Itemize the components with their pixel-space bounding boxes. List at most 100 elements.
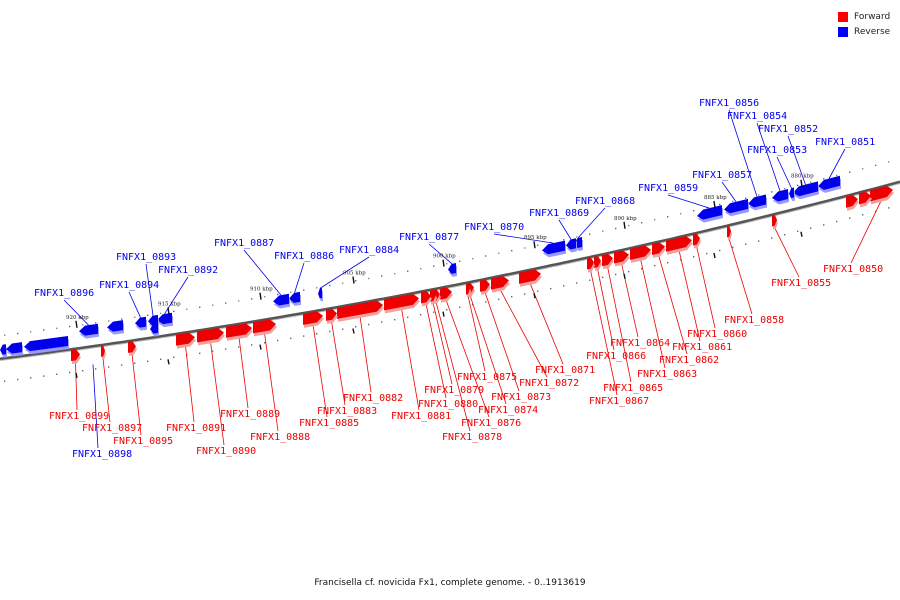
gene-FNFX1_0882[interactable] [337, 300, 383, 319]
gene-label-FNFX1_0880[interactable]: FNFX1_0880 [418, 399, 478, 410]
gene-label-FNFX1_0870[interactable]: FNFX1_0870 [464, 222, 524, 233]
gene-label-FNFX1_0889[interactable]: FNFX1_0889 [220, 409, 280, 420]
gene-label-FNFX1_0892[interactable]: FNFX1_0892 [158, 265, 218, 276]
gene-FNFX1_0890[interactable] [197, 328, 224, 343]
gene-FNFX1_0866[interactable] [594, 256, 601, 268]
gene-label-FNFX1_0867[interactable]: FNFX1_0867 [589, 396, 649, 407]
gene-FNFX1_0851[interactable] [818, 175, 840, 190]
gene-FNFX1_0898[interactable] [107, 320, 123, 332]
gene-label-FNFX1_0895[interactable]: FNFX1_0895 [113, 436, 173, 447]
gene-FNFX1_0862[interactable] [652, 242, 665, 255]
gene-FNFX1_0895[interactable] [128, 341, 136, 353]
gene-label-FNFX1_0868[interactable]: FNFX1_0868 [575, 196, 635, 207]
gene-FNFX1_0889[interactable] [226, 323, 252, 338]
gene-FNFX1_0897[interactable] [101, 345, 105, 357]
gene-FNFX1_0864[interactable] [614, 250, 629, 264]
gene-label-FNFX1_0876[interactable]: FNFX1_0876 [461, 418, 521, 429]
gene-FNFX1_0888[interactable] [253, 319, 276, 334]
gene-FNFX1_0870[interactable] [542, 240, 565, 255]
gene-FNFX1_0857[interactable] [724, 198, 748, 214]
gene-label-FNFX1_0858[interactable]: FNFX1_0858 [724, 315, 784, 326]
gene-FNFX1_0853[interactable] [789, 187, 794, 199]
gene-label-FNFX1_0850[interactable]: FNFX1_0850 [823, 264, 883, 275]
gene-label-FNFX1_0859[interactable]: FNFX1_0859 [638, 183, 698, 194]
gene-FNFX1_0852[interactable] [793, 181, 818, 197]
gene-FNFX1_0854[interactable] [772, 188, 788, 202]
gene-unlabeled[interactable] [150, 322, 158, 334]
gene-label-FNFX1_0873[interactable]: FNFX1_0873 [491, 392, 551, 403]
gene-label-FNFX1_0875[interactable]: FNFX1_0875 [457, 372, 517, 383]
gene-FNFX1_0858[interactable] [727, 225, 731, 238]
gene-label-FNFX1_0860[interactable]: FNFX1_0860 [687, 329, 747, 340]
gene-label-FNFX1_0893[interactable]: FNFX1_0893 [116, 252, 176, 263]
gene-label-FNFX1_0856[interactable]: FNFX1_0856 [699, 98, 759, 109]
gene-label-FNFX1_0886[interactable]: FNFX1_0886 [274, 251, 334, 262]
gene-unlabeled[interactable] [846, 195, 858, 208]
gene-label-FNFX1_0854[interactable]: FNFX1_0854 [727, 111, 787, 122]
gene-FNFX1_0883[interactable] [326, 308, 337, 321]
gene-label-FNFX1_0872[interactable]: FNFX1_0872 [519, 378, 579, 389]
gene-label-FNFX1_0883[interactable]: FNFX1_0883 [317, 406, 377, 417]
gene-FNFX1_0877[interactable] [448, 263, 456, 274]
gene-FNFX1_0850[interactable] [870, 185, 893, 202]
gene-label-FNFX1_0885[interactable]: FNFX1_0885 [299, 418, 359, 429]
gene-FNFX1_0885[interactable] [303, 311, 323, 325]
gene-label-FNFX1_0890[interactable]: FNFX1_0890 [196, 446, 256, 457]
gene-label-FNFX1_0864[interactable]: FNFX1_0864 [610, 338, 670, 349]
gene-FNFX1_0855[interactable] [772, 214, 777, 227]
gene-label-FNFX1_0871[interactable]: FNFX1_0871 [535, 365, 595, 376]
gene-label-FNFX1_0874[interactable]: FNFX1_0874 [478, 405, 538, 416]
gene-label-FNFX1_0863[interactable]: FNFX1_0863 [637, 369, 697, 380]
gene-label-FNFX1_0855[interactable]: FNFX1_0855 [771, 278, 831, 289]
gene-label-FNFX1_0899[interactable]: FNFX1_0899 [49, 411, 109, 422]
gene-FNFX1_0894[interactable] [135, 316, 146, 328]
gene-unlabeled[interactable] [0, 344, 6, 355]
gene-label-FNFX1_0888[interactable]: FNFX1_0888 [250, 432, 310, 443]
gene-FNFX1_0891[interactable] [176, 332, 195, 346]
gene-label-FNFX1_0861[interactable]: FNFX1_0861 [672, 342, 732, 353]
gene-label-FNFX1_0853[interactable]: FNFX1_0853 [747, 145, 807, 156]
gene-label-FNFX1_0857[interactable]: FNFX1_0857 [692, 170, 752, 181]
gene-label-FNFX1_0877[interactable]: FNFX1_0877 [399, 232, 459, 243]
gene-label-FNFX1_0897[interactable]: FNFX1_0897 [82, 423, 142, 434]
gene-label-FNFX1_0887[interactable]: FNFX1_0887 [214, 238, 274, 249]
gene-FNFX1_0863[interactable] [630, 245, 651, 260]
gene-FNFX1_0865[interactable] [602, 253, 613, 267]
gene-FNFX1_0861[interactable] [666, 236, 692, 252]
gene-label-FNFX1_0852[interactable]: FNFX1_0852 [758, 124, 818, 135]
gene-FNFX1_0899[interactable] [71, 349, 80, 362]
gene-label-FNFX1_0882[interactable]: FNFX1_0882 [343, 393, 403, 404]
gene-label-FNFX1_0879[interactable]: FNFX1_0879 [424, 385, 484, 396]
gene-label-FNFX1_0881[interactable]: FNFX1_0881 [391, 411, 451, 422]
gene-FNFX1_0856[interactable] [748, 194, 766, 208]
gene-FNFX1_0869[interactable] [566, 238, 576, 250]
gene-label-FNFX1_0894[interactable]: FNFX1_0894 [99, 280, 159, 291]
gene-label-FNFX1_0866[interactable]: FNFX1_0866 [586, 351, 646, 362]
gene-FNFX1_0881[interactable] [384, 293, 419, 311]
gene-label-FNFX1_0869[interactable]: FNFX1_0869 [529, 208, 589, 219]
gene-FNFX1_0886[interactable] [289, 291, 300, 303]
gene-FNFX1_0860[interactable] [693, 233, 700, 246]
gene-label-FNFX1_0865[interactable]: FNFX1_0865 [603, 383, 663, 394]
gene-FNFX1_0871[interactable] [519, 269, 541, 284]
gene-FNFX1_0892[interactable] [157, 312, 172, 325]
gene-FNFX1_0887[interactable] [273, 293, 289, 306]
gene-FNFX1_0896[interactable] [79, 323, 98, 336]
gene-FNFX1_0867[interactable] [587, 257, 594, 270]
gene-label-FNFX1_0898[interactable]: FNFX1_0898 [72, 449, 132, 460]
gene-label-FNFX1_0851[interactable]: FNFX1_0851 [815, 137, 875, 148]
gene-unlabeled[interactable] [859, 191, 871, 205]
gene-label-FNFX1_0862[interactable]: FNFX1_0862 [659, 355, 719, 366]
gene-unlabeled[interactable] [6, 342, 22, 354]
gene-FNFX1_0880[interactable] [421, 291, 431, 304]
gene-unlabeled[interactable] [24, 335, 68, 352]
gene-FNFX1_0876[interactable] [440, 287, 452, 300]
gene-label-FNFX1_0878[interactable]: FNFX1_0878 [442, 432, 502, 443]
gene-FNFX1_0875[interactable] [466, 283, 470, 295]
gene-FNFX1_0893[interactable] [148, 314, 158, 326]
gene-FNFX1_0872[interactable] [491, 276, 509, 290]
gene-FNFX1_0873[interactable] [480, 279, 490, 292]
gene-FNFX1_0859[interactable] [697, 205, 722, 220]
gene-label-FNFX1_0891[interactable]: FNFX1_0891 [166, 423, 226, 434]
gene-label-FNFX1_0884[interactable]: FNFX1_0884 [339, 245, 399, 256]
